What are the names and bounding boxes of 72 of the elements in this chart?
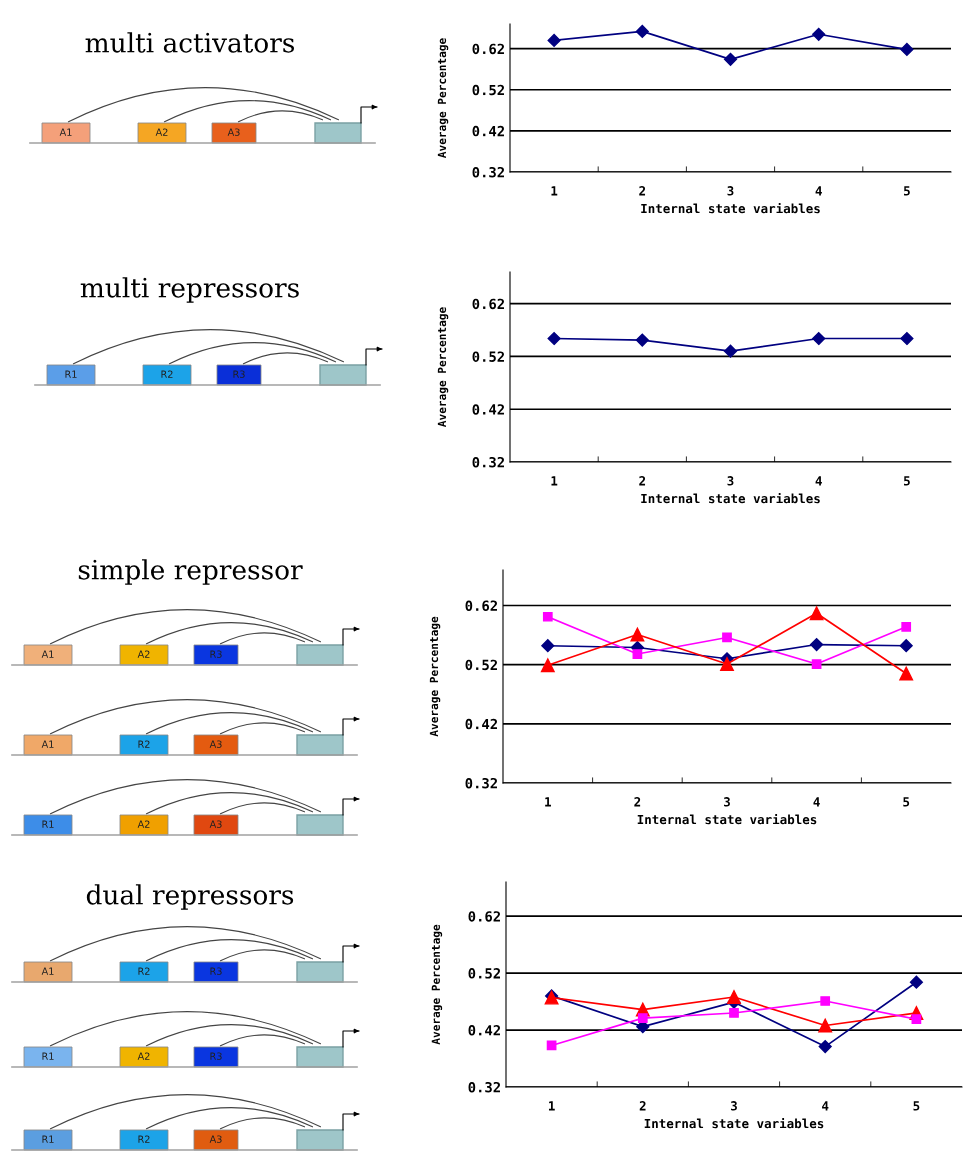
x-tick-label: 5 [904,476,910,486]
y-tick-label: 0.52 [472,351,504,362]
y-tick-label: 0.32 [465,777,497,789]
text: simple repressor [78,559,303,585]
y-tick-label: 0.42 [465,718,497,730]
text: A1 [41,740,54,748]
y-tick-label: 0.62 [472,298,504,310]
x-tick-label: 2 [639,186,646,196]
y-tick-label: 0.42 [472,125,504,137]
x-tick-label: 5 [913,1101,920,1111]
x-tick-label: 4 [815,476,822,486]
y-tick-label: 0.32 [472,456,504,468]
x-tick-label: 3 [724,797,730,807]
x-tick-label: 1 [548,1101,555,1111]
text: R1 [65,370,77,378]
x-tick-label: 5 [904,186,910,196]
x-tick-label: 3 [731,1101,737,1111]
x-tick-label: 3 [727,476,734,486]
text: dual repressors [86,884,294,910]
text: A3 [209,740,222,748]
y-axis-title: Average Percentage [437,307,449,428]
text: A2 [137,1052,150,1060]
x-tick-label: 4 [822,1101,829,1111]
x-axis-title: Internal state variables [637,813,817,825]
text: R2 [161,370,173,378]
y-tick-label: 0.42 [468,1025,500,1036]
y-tick-label: 0.42 [472,404,504,415]
x-axis-title: Internal state variables [641,202,820,214]
x-axis-title: Internal state variables [641,492,820,504]
x-tick-label: 2 [639,1101,646,1111]
text: multi activators [85,32,295,53]
x-tick-label: 2 [639,476,646,486]
y-tick-label: 0.52 [472,84,504,96]
y-axis-title: Average Percentage [431,924,443,1045]
y-tick-label: 0.62 [472,43,504,55]
x-tick-label: 5 [903,797,910,807]
y-tick-label: 0.32 [468,1081,500,1093]
y-tick-label: 0.52 [465,659,497,671]
text: A3 [209,1135,222,1143]
text: A1 [41,967,54,975]
text: R2 [138,740,150,748]
y-axis-title: Average Percentage [429,616,441,737]
text: R2 [138,1135,150,1143]
text: A2 [155,128,168,136]
text: R1 [42,820,54,828]
y-axis-title: Average Percentage [437,38,449,159]
text: A1 [59,128,72,136]
text: A1 [41,650,54,658]
y-tick-label: 0.52 [468,968,500,979]
y-tick-label: 0.62 [465,600,497,611]
text: R3 [210,650,222,658]
x-tick-label: 3 [727,186,734,196]
text: R1 [42,1052,54,1060]
text: A3 [209,820,222,828]
text: R2 [138,967,150,975]
text: A2 [137,650,150,658]
x-tick-label: 4 [815,186,822,196]
x-tick-label: 1 [551,476,558,486]
x-tick-label: 4 [813,797,820,807]
text: A3 [227,128,240,136]
y-tick-label: 0.32 [472,166,504,178]
x-tick-label: 1 [551,186,558,196]
x-axis-title: Internal state variables [644,1117,824,1129]
text: R3 [233,370,245,378]
text: R3 [210,967,222,975]
text: R3 [210,1052,222,1060]
text: multi repressors [80,277,299,303]
x-tick-label: 2 [634,797,641,807]
y-tick-label: 0.62 [468,911,500,922]
x-tick-label: 1 [545,797,551,807]
text: A2 [137,820,150,828]
text: R1 [42,1135,54,1143]
